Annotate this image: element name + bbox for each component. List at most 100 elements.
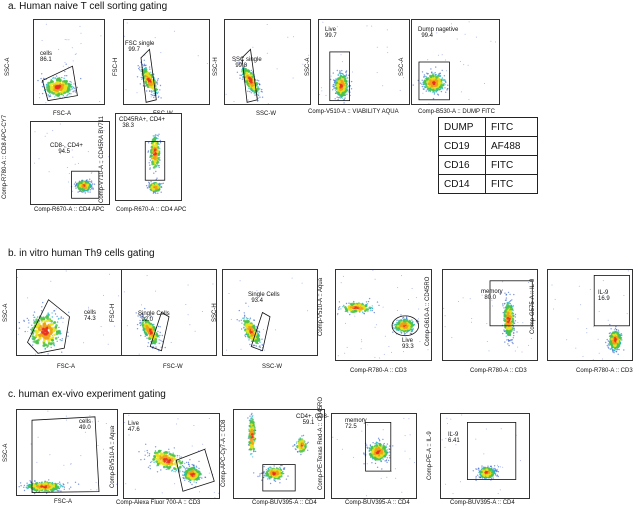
plot-b2: [121, 269, 217, 356]
density-plot: [247, 412, 309, 492]
density-plot: [551, 270, 630, 360]
gate-label-b3: Single Cells 93.4: [248, 292, 280, 304]
density-plot: [319, 21, 404, 104]
plot-b6: [547, 269, 633, 361]
plot-c1: [16, 409, 118, 496]
gate-label-a3: SSC single 99.8: [232, 57, 262, 69]
table-row: CD16 FITC: [438, 155, 538, 175]
ylabel-a1: SSC-A: [5, 57, 11, 76]
xlabel-b4: Comp-R780-A :: CD3: [350, 368, 407, 374]
ylabel-c1: SSC-A: [3, 443, 9, 462]
ylabel-c4: Comp-PE-Texas Red-A :: CD45RO: [318, 396, 324, 490]
marker-cell: DUMP: [438, 117, 486, 137]
plot-a5: [411, 19, 500, 105]
density-plot: [441, 414, 521, 495]
density-plot: [124, 22, 208, 103]
density-plot: [37, 23, 102, 104]
density-plot: [226, 277, 309, 352]
density-plot: [412, 21, 496, 104]
gate-label-b2: Single Cells 92.0: [138, 311, 170, 323]
section-title-b: b. in vitro human Th9 cells gating: [8, 248, 155, 259]
xlabel-a3: SSC-W: [256, 111, 276, 117]
ylabel-b2: FSC-H: [110, 303, 116, 322]
ylabel-a4: SSC-A: [305, 57, 311, 76]
ylabel-a2: FSC-H: [113, 57, 119, 76]
xlabel-b2: FSC-W: [163, 364, 183, 370]
density-plot: [337, 270, 429, 359]
xlabel-c3: Comp-BUV395-A :: CD4: [252, 500, 317, 506]
section-title-c: c. human ex-vivo experiment gating: [8, 389, 166, 400]
plot-b1: [16, 269, 123, 356]
gate-label-b6: IL-9 16.9: [598, 290, 610, 302]
ylabel-a7: Comp-V710-A :: CD45RA BV711: [99, 116, 105, 203]
antibody-cell: FITC: [485, 155, 538, 175]
xlabel-a5: Comp-B530-A :: DUMP FITC: [418, 109, 495, 115]
gate-label-c4: memory 72.5: [345, 418, 367, 430]
gate-label-c1: cells 49.0: [79, 419, 92, 431]
table-row: DUMP FITC: [438, 117, 538, 137]
density-plot: [144, 133, 166, 194]
table-row: CD19 AF488: [438, 136, 538, 156]
gate-label-b1: cells 74.3: [84, 310, 97, 322]
density-plot: [17, 270, 122, 355]
ylabel-c5: Comp-PE-A :: IL-9: [427, 431, 433, 480]
plot-a3: [224, 19, 311, 105]
gate-label-a1: cells 86.1: [40, 51, 53, 63]
density-plot: [225, 24, 310, 104]
marker-cell: CD16: [438, 155, 486, 175]
ylabel-c2: Comp-BV510-A :: Aqua: [110, 425, 116, 488]
density-plot: [124, 414, 219, 498]
density-plot: [443, 280, 533, 353]
xlabel-b5: Comp-R780-A :: CD3: [470, 368, 527, 374]
xlabel-b1: FSC-A: [57, 364, 75, 370]
plot-a7: [115, 113, 182, 201]
gate-label-c3: CD4+, CD8- 59.1: [296, 414, 329, 426]
gate-label-a2: FSC single 99.7: [125, 41, 155, 53]
xlabel-c2: Comp-Alexa Fluor 700-A :: CD3: [116, 500, 201, 506]
ylabel-b5: Comp-G610-A :: CD45RO: [425, 276, 431, 346]
ylabel-a5: SSC-A: [399, 57, 405, 76]
plot-a1: [33, 19, 105, 105]
ylabel-b3: SSC-H: [212, 303, 218, 322]
ylabel-b4: Comp-V510-A :: Aqua: [318, 277, 324, 336]
plot-c2: [123, 413, 220, 499]
xlabel-c1: FSC-A: [54, 499, 72, 505]
density-plot: [34, 123, 109, 199]
section-title-a: a. Human naive T cell sorting gating: [8, 1, 168, 12]
density-plot: [123, 275, 214, 355]
xlabel-a6: Comp-R670-A :: CD4 APC: [34, 207, 105, 213]
xlabel-b6: Comp-R780-A :: CD3: [576, 368, 633, 374]
xlabel-b3: SSC-W: [262, 364, 282, 370]
xlabel-c5: Comp-BUV395-A :: CD4: [450, 500, 515, 506]
gate-label-a5: Dump nagetive 99.4: [418, 27, 459, 39]
xlabel-a1: FSC-A: [53, 111, 71, 117]
plot-c3: [233, 409, 325, 499]
plot-c5: [440, 413, 530, 499]
gate-label-b5: memory 80.0: [481, 289, 503, 301]
antibody-cell: AF488: [485, 136, 538, 156]
ylabel-b6: Comp-G575-A :: IL-9: [530, 278, 536, 334]
plot-a6: [30, 121, 110, 205]
marker-cell: CD14: [438, 174, 486, 194]
plot-b5: [442, 269, 538, 361]
ylabel-c3: Comp-APC-Cy7-A :: CD8: [221, 419, 227, 487]
plot-c4: [331, 413, 417, 499]
gate-label-c2: Live 47.6: [128, 421, 140, 433]
gate-label-c5: IL-9 6.41: [448, 432, 460, 444]
density-plot: [18, 410, 117, 495]
marker-cell: CD19: [438, 136, 486, 156]
gate-label-a7: CD45RA+, CD4+ 38.3: [119, 117, 166, 129]
gate-label-b4: Live 93.3: [402, 338, 414, 350]
plot-b4: [335, 269, 432, 361]
gate-label-a6: CD8-, CD4+ 94.5: [50, 143, 83, 155]
density-plot: [332, 417, 415, 497]
xlabel-c4: Comp-BUV395-A :: CD4: [345, 500, 410, 506]
table-row: CD14 FITC: [438, 174, 538, 194]
xlabel-a7: Comp-R670-A :: CD4 APC: [116, 207, 187, 213]
xlabel-a4: Comp-V510-A :: VIABILITY AQUA: [308, 109, 399, 115]
ylabel-a3: SSC-H: [213, 57, 219, 76]
gate-label-a4: Live 99.7: [325, 27, 337, 39]
antibody-cell: FITC: [485, 117, 538, 137]
antibody-cell: FITC: [485, 174, 538, 194]
dump-marker-table: DUMP FITC CD19 AF488 CD16 FITC CD14 FITC: [438, 117, 538, 194]
